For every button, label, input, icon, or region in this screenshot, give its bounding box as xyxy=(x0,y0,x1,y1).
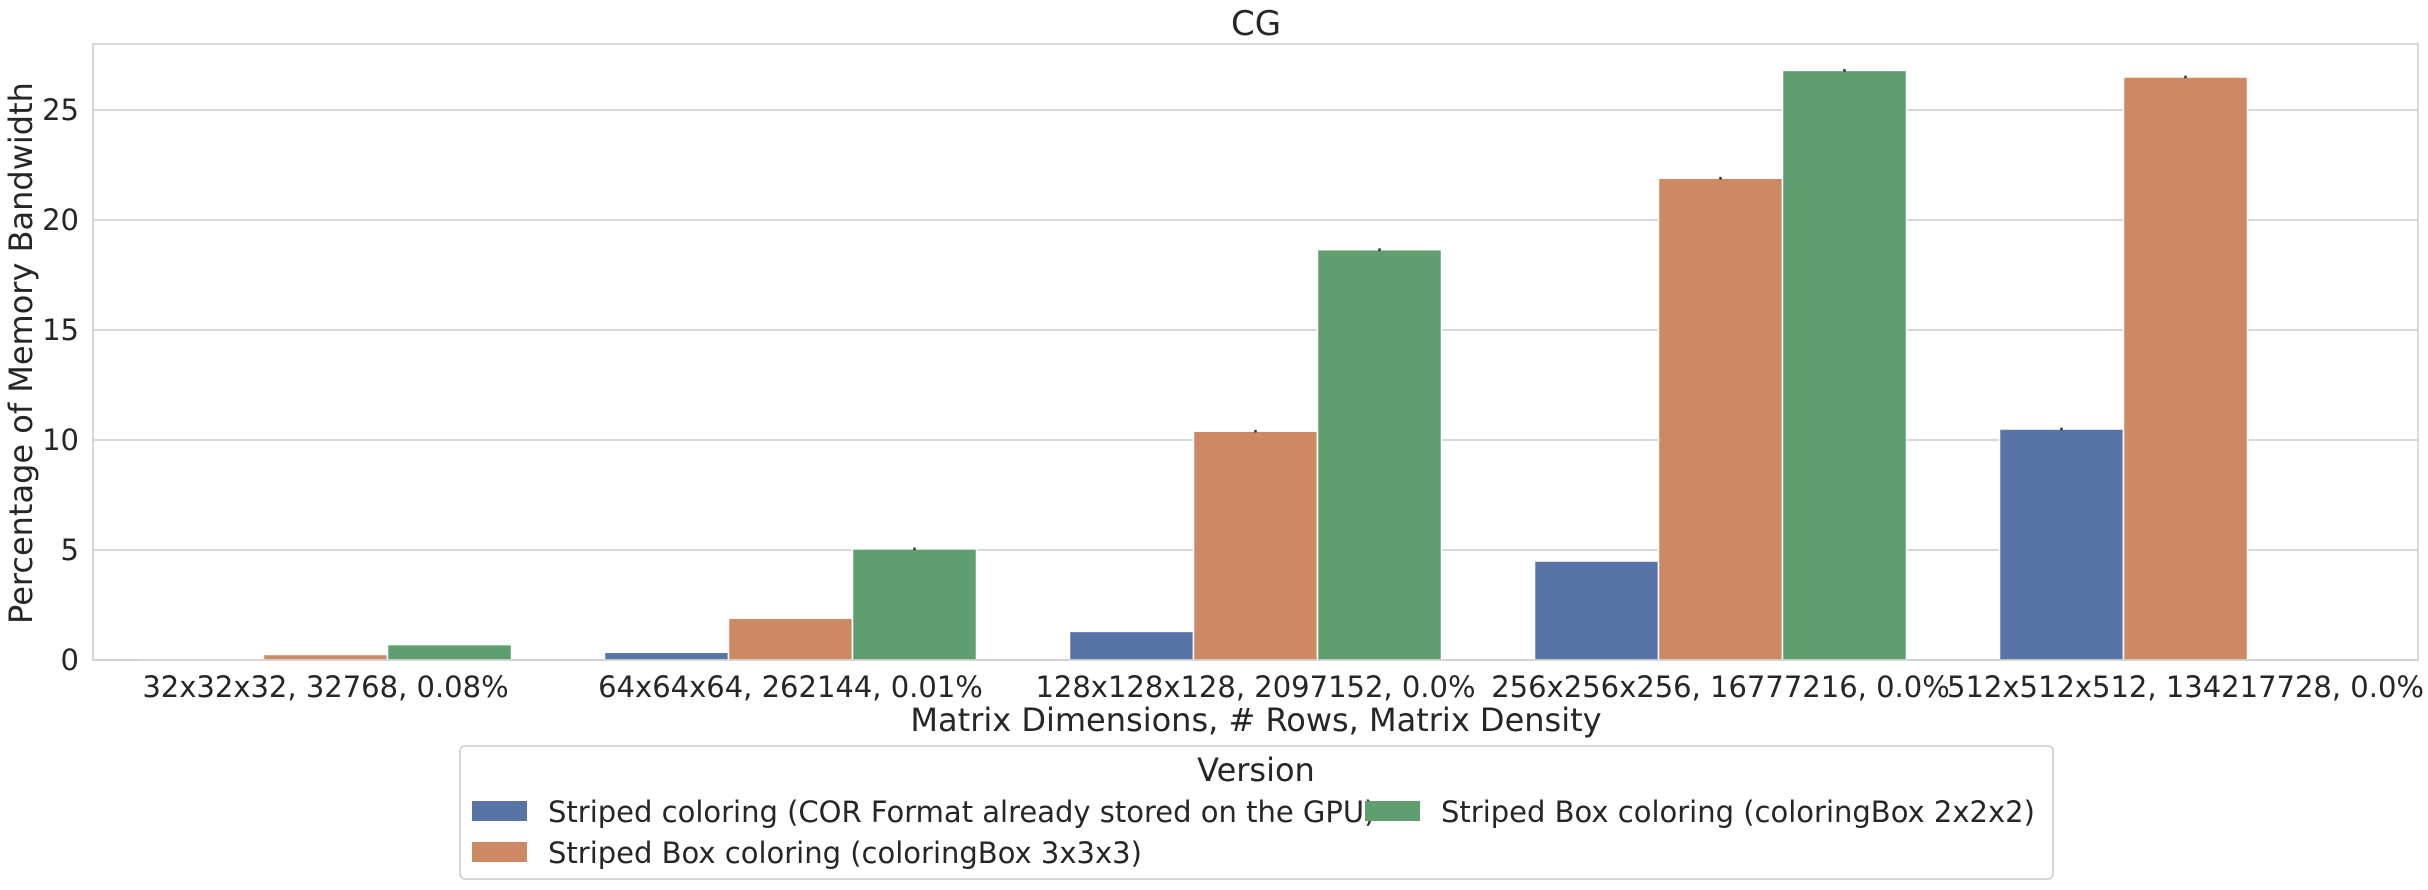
legend-swatch xyxy=(472,801,527,821)
bar xyxy=(727,617,854,661)
error-bars xyxy=(913,69,2187,551)
y-tick-label: 15 xyxy=(42,313,79,347)
y-axis-label: Percentage of Memory Bandwidth xyxy=(2,82,40,624)
legend-frame xyxy=(459,745,2054,880)
legend-label: Striped coloring (COR Format already sto… xyxy=(548,795,1375,829)
legend-swatch xyxy=(472,842,527,862)
legend: Version Striped coloring (COR Format alr… xyxy=(459,745,2054,880)
bar xyxy=(1316,248,1443,661)
y-tick-label: 25 xyxy=(42,93,79,127)
x-axis-label: Matrix Dimensions, # Rows, Matrix Densit… xyxy=(910,701,1601,739)
y-tick-labels: 0 5 10 15 20 25 xyxy=(42,93,79,677)
bar xyxy=(386,643,513,661)
y-tick-label: 10 xyxy=(42,423,79,457)
x-tick-label: 32x32x32, 32768, 0.08% xyxy=(142,670,508,704)
x-tick-label: 512x512x512, 134217728, 0.0% xyxy=(1947,670,2424,704)
bar xyxy=(1068,630,1195,661)
bars xyxy=(138,69,2249,661)
bar xyxy=(1781,69,1908,661)
legend-items: Striped coloring (COR Format already sto… xyxy=(472,795,2035,870)
bar xyxy=(603,651,730,661)
y-tick-label: 0 xyxy=(61,643,79,677)
x-tick-labels: 32x32x32, 32768, 0.08% 64x64x64, 262144, … xyxy=(142,670,2424,704)
x-tick-label: 128x128x128, 2097152, 0.0% xyxy=(1035,670,1475,704)
bar xyxy=(851,548,978,661)
bar xyxy=(1657,177,1784,661)
bar xyxy=(1533,560,1660,661)
bar xyxy=(2122,76,2249,661)
legend-label: Striped Box coloring (coloringBox 3x3x3) xyxy=(548,836,1142,870)
y-tick-label: 5 xyxy=(61,533,79,567)
legend-title: Version xyxy=(1197,751,1315,789)
x-tick-label: 256x256x256, 16777216, 0.0% xyxy=(1491,670,1950,704)
legend-label: Striped Box coloring (coloringBox 2x2x2) xyxy=(1441,795,2035,829)
legend-swatch xyxy=(1365,801,1420,821)
chart-title: CG xyxy=(1231,4,1281,44)
bar xyxy=(1998,428,2125,661)
plot-frame xyxy=(92,43,2419,661)
bar xyxy=(1192,430,1319,661)
y-tick-label: 20 xyxy=(42,203,79,237)
x-tick-label: 64x64x64, 262144, 0.01% xyxy=(598,670,983,704)
bar xyxy=(262,653,389,661)
